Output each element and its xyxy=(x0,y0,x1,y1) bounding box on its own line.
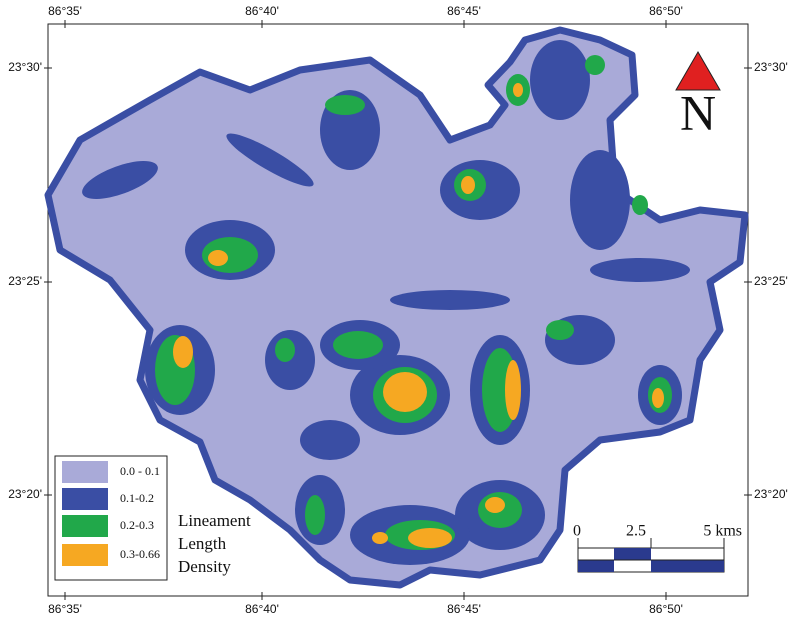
legend-label: 0.2-0.3 xyxy=(120,518,154,532)
class-0-3-0-66 xyxy=(173,83,664,548)
north-arrow: N xyxy=(675,51,721,140)
scale-label: 0 xyxy=(573,523,581,540)
legend-label: 0.3-0.66 xyxy=(120,547,160,561)
bottom-coord: 86°40' xyxy=(245,602,279,616)
north-label: N xyxy=(680,84,716,140)
left-coord: 23°20' xyxy=(8,487,42,501)
right-coord: 23°30' xyxy=(754,60,788,74)
legend: 0.0 - 0.1 0.1-0.2 0.2-0.3 0.3-0.66 xyxy=(54,455,168,581)
scale-label: 2.5 xyxy=(626,523,646,540)
scale-label: 5 kms xyxy=(703,523,742,540)
region xyxy=(44,26,749,589)
top-coord: 86°40' xyxy=(245,4,279,18)
title-line: Lineament xyxy=(178,511,251,530)
legend-swatch xyxy=(62,461,108,483)
title-line: Density xyxy=(178,557,231,576)
frame-ticks xyxy=(44,20,752,600)
bottom-coord: 86°45' xyxy=(447,602,481,616)
right-coord: 23°20' xyxy=(754,487,788,501)
top-coord: 86°50' xyxy=(649,4,683,18)
legend-swatch xyxy=(62,544,108,566)
bottom-coord: 86°50' xyxy=(649,602,683,616)
top-coord: 86°45' xyxy=(447,4,481,18)
top-coord: 86°35' xyxy=(48,4,82,18)
scale-bar: 0 2.5 5 kms xyxy=(573,523,742,573)
right-coord: 23°25' xyxy=(754,274,788,288)
title-line: Length xyxy=(178,534,227,553)
bottom-coord: 86°35' xyxy=(48,602,82,616)
density-map xyxy=(44,26,749,589)
left-coord: 23°25' xyxy=(8,274,42,288)
legend-label: 0.1-0.2 xyxy=(120,491,154,505)
legend-swatch xyxy=(62,488,108,510)
legend-label: 0.0 - 0.1 xyxy=(120,464,160,478)
legend-swatch xyxy=(62,515,108,537)
left-coord: 23°30' xyxy=(8,60,42,74)
